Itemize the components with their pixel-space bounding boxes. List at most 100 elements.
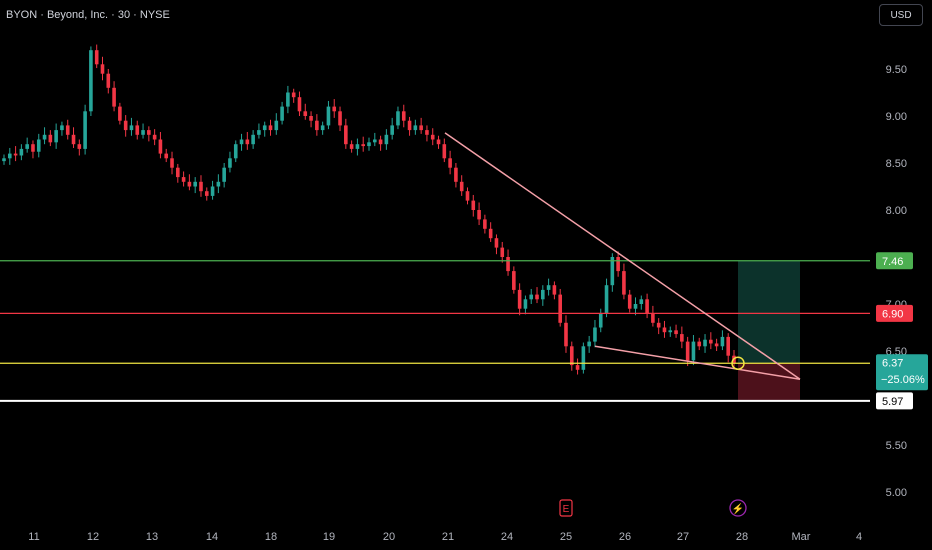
candle	[199, 175, 203, 197]
candle	[546, 278, 551, 296]
candle	[280, 101, 284, 125]
candle	[668, 326, 673, 337]
candle	[54, 123, 58, 149]
candle	[587, 335, 591, 353]
candle	[193, 177, 197, 194]
x-tick-label: 14	[206, 531, 218, 543]
candle	[483, 214, 487, 234]
x-tick-label: 28	[736, 531, 748, 543]
candle	[477, 202, 481, 226]
price-label: 5.97	[876, 392, 913, 410]
candle	[2, 154, 6, 165]
candle	[651, 305, 655, 327]
candle	[430, 128, 435, 146]
candle	[680, 326, 684, 349]
y-tick-label: 8.00	[886, 205, 907, 217]
candle	[71, 127, 76, 148]
candle	[19, 144, 24, 161]
candle	[691, 335, 696, 366]
price-label-change: −25.06%	[881, 374, 925, 386]
candle	[60, 121, 64, 136]
chart-title: BYON · Beyond, Inc. · 30 · NYSE	[6, 9, 170, 21]
y-tick-label: 8.50	[886, 158, 907, 170]
candle	[152, 129, 157, 146]
candle	[129, 117, 134, 136]
candle	[349, 140, 354, 153]
candle	[204, 187, 209, 201]
candle	[506, 249, 510, 276]
currency-button[interactable]: USD	[879, 4, 923, 26]
candle	[372, 132, 377, 147]
candle	[674, 324, 678, 338]
candle	[390, 117, 394, 140]
earnings-event-icon[interactable]: E	[559, 499, 573, 517]
candle	[598, 308, 603, 333]
candle	[42, 127, 47, 145]
candle	[112, 81, 116, 112]
candle	[222, 163, 226, 188]
candle	[245, 131, 250, 150]
candle	[436, 135, 441, 149]
candle	[720, 330, 725, 351]
x-tick-label: 4	[856, 531, 862, 543]
x-tick-label: 13	[146, 531, 158, 543]
candle	[471, 194, 476, 217]
candle	[158, 131, 163, 159]
candle	[268, 119, 273, 136]
x-tick-label: 18	[265, 531, 277, 543]
x-tick-label: 20	[383, 531, 395, 543]
candle	[262, 121, 267, 137]
x-tick-label: 19	[323, 531, 335, 543]
candle	[564, 315, 568, 353]
candle	[297, 91, 302, 116]
candle	[332, 99, 337, 118]
candle	[645, 293, 649, 319]
candle	[106, 69, 111, 94]
candle	[100, 56, 105, 81]
price-label-value: 5.97	[882, 396, 903, 408]
candle	[65, 119, 70, 140]
candle	[257, 123, 261, 139]
candle	[535, 287, 539, 304]
profit-zone	[738, 260, 800, 364]
candle	[176, 163, 180, 183]
candle	[419, 117, 423, 134]
candle	[13, 146, 18, 162]
candle	[413, 119, 418, 135]
candle	[7, 147, 12, 165]
event-label: ⚡	[732, 502, 744, 515]
candle	[326, 100, 331, 130]
candle	[662, 320, 667, 338]
candle	[303, 103, 308, 120]
candle	[77, 139, 82, 156]
candle	[396, 106, 400, 130]
candle	[581, 342, 586, 374]
candle	[94, 44, 99, 69]
x-tick-label: 25	[560, 531, 572, 543]
candle	[459, 175, 464, 196]
candle	[407, 116, 412, 136]
candle	[25, 137, 29, 153]
candle	[181, 171, 186, 187]
candle	[610, 253, 615, 292]
y-tick-label: 5.50	[886, 440, 907, 452]
candle	[286, 85, 290, 114]
candle	[622, 263, 626, 300]
candle	[135, 120, 140, 140]
candle	[361, 136, 366, 152]
price-label-value: 6.90	[882, 308, 903, 320]
candle	[593, 319, 597, 348]
price-label-value: 6.37	[882, 358, 903, 370]
lightning-event-icon[interactable]: ⚡	[729, 499, 747, 517]
price-label-value: 7.46	[882, 256, 903, 268]
candle	[89, 46, 93, 116]
candle	[604, 278, 609, 318]
candle	[697, 337, 702, 351]
candle	[703, 334, 707, 353]
candle	[367, 137, 371, 151]
candle	[216, 174, 221, 194]
loss-zone	[738, 363, 800, 401]
candle	[442, 138, 447, 163]
candle	[48, 130, 53, 147]
